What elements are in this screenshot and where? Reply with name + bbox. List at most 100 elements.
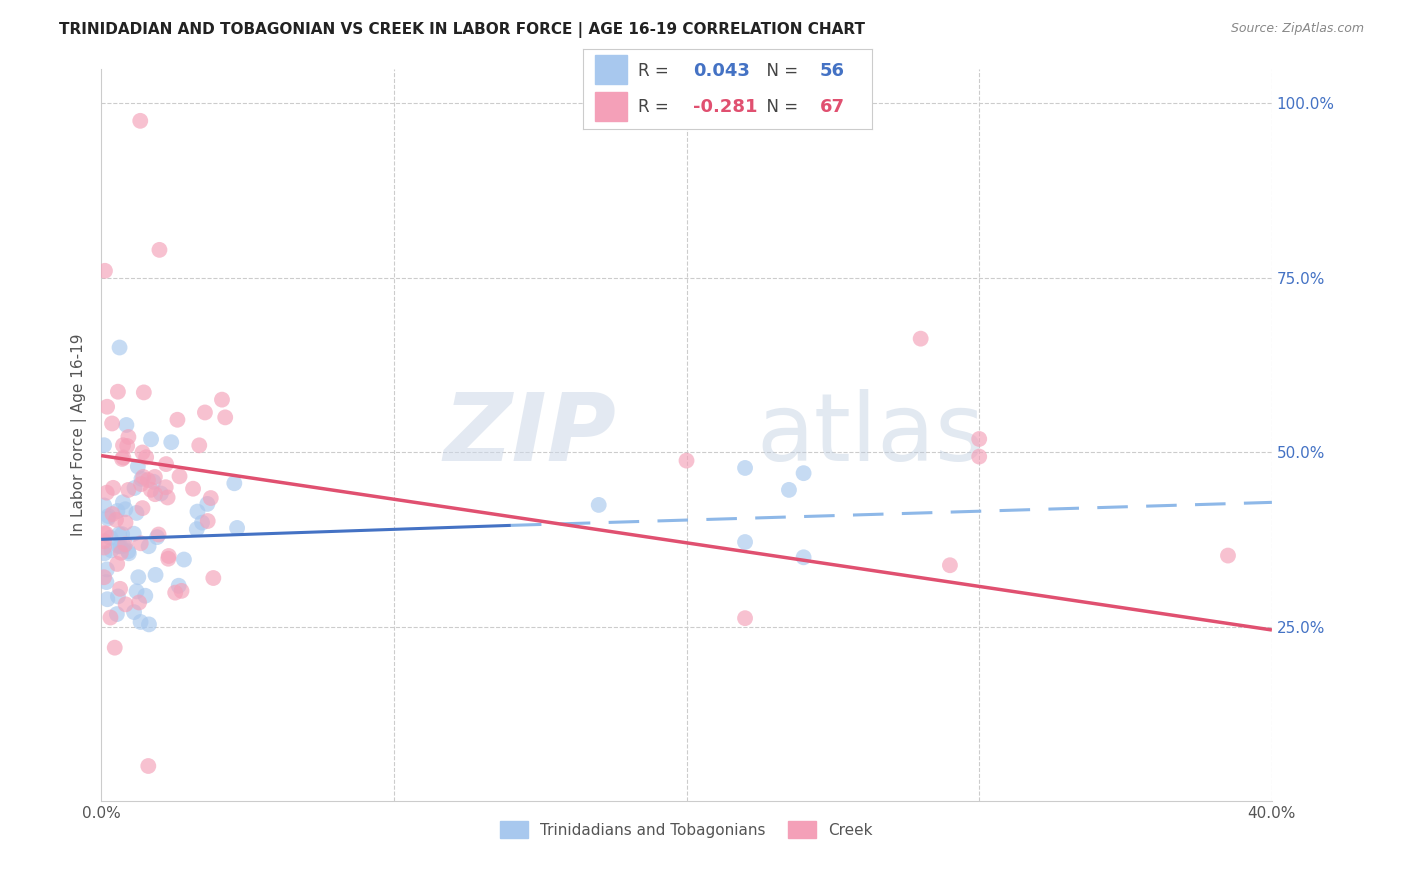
Point xyxy=(170,583,193,598)
Point xyxy=(110,540,132,554)
Point xyxy=(96,562,118,576)
Point xyxy=(108,582,131,596)
Point xyxy=(202,571,225,585)
Point xyxy=(105,607,128,621)
Point xyxy=(181,482,204,496)
Point xyxy=(114,516,136,530)
Point xyxy=(197,514,219,528)
Point xyxy=(778,483,800,497)
Point xyxy=(127,459,149,474)
Point xyxy=(93,534,115,549)
Point xyxy=(107,504,129,518)
Point xyxy=(107,590,129,604)
Point xyxy=(93,570,115,584)
Point xyxy=(114,502,136,516)
Point xyxy=(122,605,145,619)
Point xyxy=(107,539,129,553)
Point xyxy=(117,544,139,558)
Y-axis label: In Labor Force | Age 16-19: In Labor Force | Age 16-19 xyxy=(72,334,87,536)
Point xyxy=(132,385,155,400)
Point xyxy=(173,552,195,566)
Point xyxy=(157,549,180,563)
Point xyxy=(115,439,138,453)
Point xyxy=(101,481,124,495)
Text: N =: N = xyxy=(756,98,804,116)
Point xyxy=(194,405,217,419)
Point xyxy=(146,530,169,544)
Point xyxy=(142,475,165,489)
Text: TRINIDADIAN AND TOBAGONIAN VS CREEK IN LABOR FORCE | AGE 16-19 CORRELATION CHART: TRINIDADIAN AND TOBAGONIAN VS CREEK IN L… xyxy=(59,22,865,38)
Point xyxy=(96,575,118,590)
Point xyxy=(118,546,141,560)
Point xyxy=(100,531,122,545)
Point xyxy=(117,430,139,444)
Point xyxy=(114,537,136,551)
Legend: Trinidadians and Tobagonians, Creek: Trinidadians and Tobagonians, Creek xyxy=(495,814,879,845)
Point xyxy=(226,521,249,535)
Point xyxy=(143,470,166,484)
Text: R =: R = xyxy=(638,98,675,116)
Point xyxy=(148,527,170,541)
Point xyxy=(1216,549,1239,563)
Point xyxy=(105,513,128,527)
Point xyxy=(148,243,170,257)
Point xyxy=(149,486,172,500)
Point xyxy=(97,511,120,525)
Point xyxy=(186,522,208,536)
Text: N =: N = xyxy=(756,62,804,79)
Point xyxy=(910,332,932,346)
Point xyxy=(157,551,180,566)
Point xyxy=(125,506,148,520)
Point xyxy=(100,543,122,558)
Point xyxy=(129,536,152,550)
Point xyxy=(967,450,990,464)
Point xyxy=(135,450,157,465)
Point xyxy=(96,400,118,414)
Point xyxy=(155,480,177,494)
Point xyxy=(100,610,122,624)
Point xyxy=(124,481,146,495)
Point xyxy=(105,557,128,571)
Text: Source: ZipAtlas.com: Source: ZipAtlas.com xyxy=(1230,22,1364,36)
Point xyxy=(939,558,962,573)
Point xyxy=(111,452,134,467)
Point xyxy=(111,438,134,452)
Point xyxy=(131,472,153,486)
Point xyxy=(195,497,218,511)
Point xyxy=(114,598,136,612)
Point xyxy=(128,595,150,609)
Point xyxy=(145,567,167,582)
Point xyxy=(188,438,211,452)
Point xyxy=(104,640,127,655)
Point xyxy=(967,432,990,446)
Text: ZIP: ZIP xyxy=(443,389,616,481)
Point xyxy=(93,499,115,513)
Point xyxy=(108,527,131,541)
Point xyxy=(734,461,756,475)
Point xyxy=(200,491,222,505)
Point xyxy=(186,505,208,519)
Point xyxy=(166,413,188,427)
Text: 56: 56 xyxy=(820,62,845,79)
Point xyxy=(101,417,124,431)
Point xyxy=(167,579,190,593)
Point xyxy=(101,507,124,521)
Point xyxy=(117,483,139,497)
Point xyxy=(156,491,179,505)
Point xyxy=(155,457,177,471)
Point xyxy=(131,501,153,516)
Point xyxy=(125,584,148,599)
Point xyxy=(107,384,129,399)
Point xyxy=(138,617,160,632)
Point xyxy=(160,435,183,450)
Point xyxy=(139,432,162,446)
Point xyxy=(143,487,166,501)
Point xyxy=(129,477,152,491)
Point xyxy=(191,516,214,530)
Point xyxy=(115,417,138,432)
Point xyxy=(129,615,152,629)
Bar xyxy=(595,55,627,85)
Point xyxy=(793,466,815,480)
Point xyxy=(734,611,756,625)
Point xyxy=(93,541,115,555)
